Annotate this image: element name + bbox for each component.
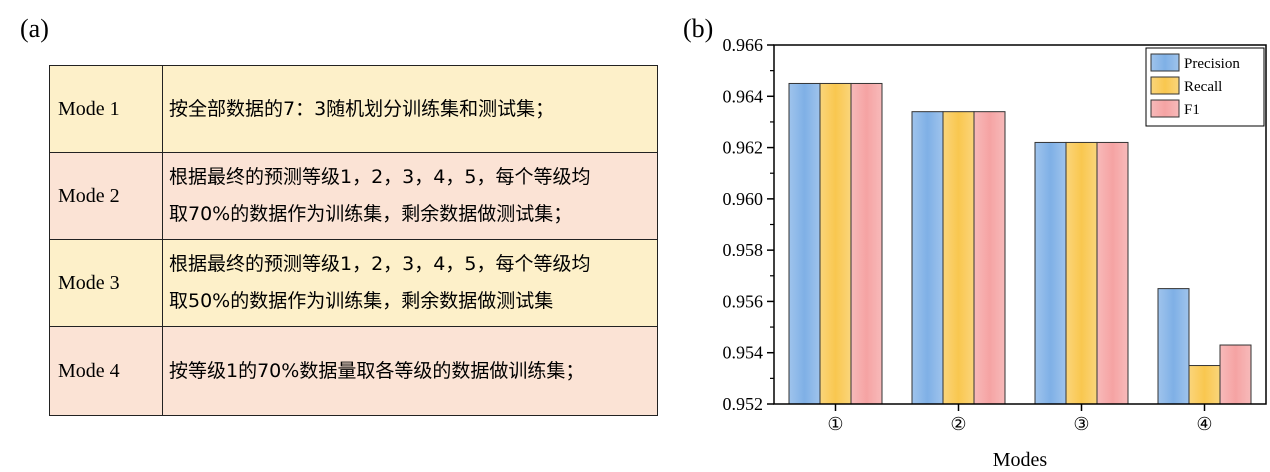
bar-f1-2 xyxy=(973,111,1006,405)
y-tick-label: 0.956 xyxy=(723,291,764,311)
bar-chart: 0.952 0.954 0.956 0.958 0.960 0.962 0.964 0.966… xyxy=(723,35,1267,471)
mode-description-cell: 按全部数据的7：3随机划分训练集和测试集； xyxy=(162,65,658,153)
legend-label-recall: Recall xyxy=(1184,79,1222,95)
description-line: 取70%的数据作为训练集，剩余数据做测试集； xyxy=(169,203,573,225)
y-tick-label: 0.966 xyxy=(723,35,764,55)
description-line: 根据最终的预测等级1，2，3，4，5，每个等级均 xyxy=(169,166,591,188)
mode-description-cell: 根据最终的预测等级1，2，3，4，5，每个等级均 取50%的数据作为训练集，剩余… xyxy=(162,239,658,327)
y-tick-label: 0.962 xyxy=(723,138,764,158)
table-row: Mode 3 根据最终的预测等级1，2，3，4，5，每个等级均 取50%的数据作… xyxy=(49,239,658,327)
legend-label-precision: Precision xyxy=(1184,56,1240,72)
bar-f1-1 xyxy=(850,82,883,405)
panel-b-label: (b) xyxy=(683,14,714,43)
description-line: 按等级1的70%数据量取各等级的数据做训练集； xyxy=(169,359,585,382)
bar-recall-4 xyxy=(1188,365,1221,405)
description-line: 取50%的数据作为训练集，剩余数据做测试集 xyxy=(169,290,554,312)
y-tick-label: 0.952 xyxy=(723,394,764,414)
y-tick-label: 0.958 xyxy=(723,240,764,260)
x-axis-title: Modes xyxy=(993,449,1048,471)
table-row: Mode 2 根据最终的预测等级1，2，3，4，5，每个等级均 取70%的数据作… xyxy=(49,152,658,240)
y-tick-label: 0.954 xyxy=(723,343,764,363)
x-tick-label: ③ xyxy=(1073,414,1089,435)
x-tick-label: ① xyxy=(827,414,843,435)
description-line: 按全部数据的7：3随机划分训练集和测试集； xyxy=(169,97,555,120)
mode-name-cell: Mode 4 xyxy=(49,326,163,416)
bar-f1-4 xyxy=(1219,344,1252,405)
bar-recall-2 xyxy=(942,111,975,405)
bar-f1-3 xyxy=(1096,141,1129,405)
mode-table: Mode 1 按全部数据的7：3随机划分训练集和测试集； Mode 2 根据最终… xyxy=(49,65,658,416)
bar-recall-1 xyxy=(819,82,852,405)
mode-description-cell: 根据最终的预测等级1，2，3，4，5，每个等级均 取70%的数据作为训练集，剩余… xyxy=(162,152,658,240)
legend-swatch-precision xyxy=(1150,53,1180,72)
legend-swatch-f1 xyxy=(1150,99,1180,118)
table-row: Mode 1 按全部数据的7：3随机划分训练集和测试集； xyxy=(49,65,658,153)
legend-swatch-recall xyxy=(1150,76,1180,95)
mode-description-cell: 按等级1的70%数据量取各等级的数据做训练集； xyxy=(162,326,658,416)
y-tick-label: 0.964 xyxy=(723,86,764,106)
bar-precision-2 xyxy=(911,111,944,405)
y-tick-label: 0.960 xyxy=(723,189,764,209)
panel-a-label: (a) xyxy=(20,14,49,43)
bar-precision-1 xyxy=(788,82,821,405)
description-line: 根据最终的预测等级1，2，3，4，5，每个等级均 xyxy=(169,253,591,275)
bar-precision-3 xyxy=(1034,141,1067,405)
mode-name-cell: Mode 2 xyxy=(49,152,163,240)
legend-label-f1: F1 xyxy=(1184,102,1200,118)
table-row: Mode 4 按等级1的70%数据量取各等级的数据做训练集； xyxy=(49,326,658,416)
bar-precision-4 xyxy=(1157,288,1190,405)
bar-recall-3 xyxy=(1065,141,1098,405)
x-tick-label: ④ xyxy=(1196,414,1212,435)
x-tick-label: ② xyxy=(950,414,966,435)
mode-name-cell: Mode 1 xyxy=(49,65,163,153)
mode-name-cell: Mode 3 xyxy=(49,239,163,327)
